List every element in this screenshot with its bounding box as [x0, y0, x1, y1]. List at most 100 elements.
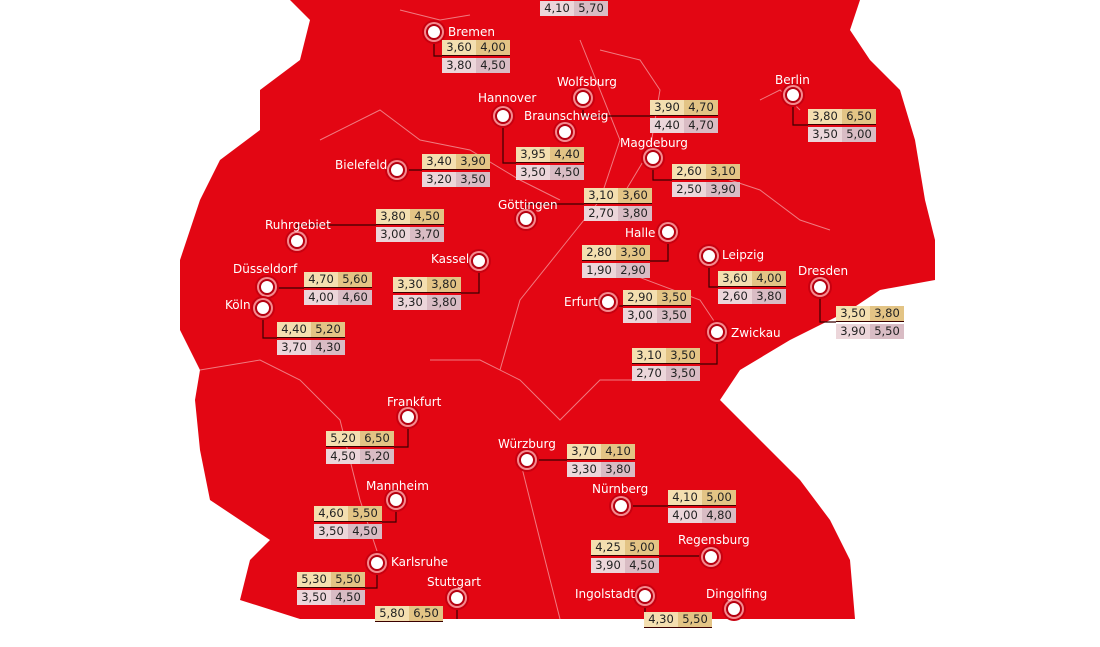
price-value: 5,50: [870, 324, 904, 339]
price-value: 4,50: [550, 165, 584, 180]
price-value: 4,00: [476, 40, 510, 55]
price-box-leipzig: 3,60 4,00 2,60 3,80: [718, 271, 786, 306]
price-row-bottom: 3,50 5,00: [808, 127, 876, 142]
price-box-halle: 2,80 3,30 1,90 2,90: [582, 245, 650, 280]
price-row-bottom: 3,50 4,50: [314, 524, 382, 539]
city-marker-icon[interactable]: [389, 162, 405, 178]
price-row-top: 3,60 4,00: [442, 40, 510, 56]
price-box-bremen: 3,60 4,00 3,80 4,50: [442, 40, 510, 75]
city-marker-icon[interactable]: [449, 590, 465, 606]
city-marker-icon[interactable]: [613, 498, 629, 514]
city-marker-icon[interactable]: [726, 601, 742, 617]
price-value: 2,50: [672, 182, 706, 197]
city-marker-icon[interactable]: [600, 294, 616, 310]
city-marker-icon[interactable]: [400, 409, 416, 425]
price-value: 3,10: [706, 164, 740, 179]
city-marker-icon[interactable]: [519, 452, 535, 468]
city-marker-icon[interactable]: [255, 300, 271, 316]
city-label-hannover: Hannover: [478, 91, 537, 105]
city-marker-icon[interactable]: [289, 233, 305, 249]
price-value: 5,80: [375, 606, 409, 621]
city-label-braunschweig: Braunschweig: [524, 109, 609, 123]
price-value: 5,00: [625, 540, 659, 555]
price-row-bottom: 3,30 3,80: [393, 295, 461, 310]
price-value: 2,60: [718, 289, 752, 304]
price-row-top: 4,70 5,60: [304, 272, 372, 288]
price-row-bottom: 3,20 3,50: [422, 172, 490, 187]
city-marker-icon[interactable]: [495, 108, 511, 124]
city-marker-icon[interactable]: [518, 211, 534, 227]
price-value: 5,20: [311, 322, 345, 337]
city-marker-icon[interactable]: [426, 24, 442, 40]
price-row-bottom: 3,30 3,80: [567, 462, 635, 477]
city-marker-icon[interactable]: [812, 279, 828, 295]
city-marker-icon[interactable]: [637, 588, 653, 604]
price-row-top: 2,80 3,30: [582, 245, 650, 261]
city-label-zwickau: Zwickau: [731, 326, 781, 340]
price-box-kassel: 3,30 3,80 3,30 3,80: [393, 277, 461, 312]
connector-k-ln: [262, 308, 277, 339]
city-marker-icon[interactable]: [660, 224, 676, 240]
price-value: 4,50: [625, 558, 659, 573]
price-value: 3,90: [591, 558, 625, 573]
price-row-bottom: 2,60 3,80: [718, 289, 786, 304]
price-value: 3,80: [618, 206, 652, 221]
city-marker-icon[interactable]: [259, 279, 275, 295]
price-value: 3,50: [297, 590, 331, 605]
price-row-top: 4,10 5,00: [668, 490, 736, 506]
city-marker-icon[interactable]: [575, 90, 591, 106]
price-row-top: 3,95 4,40: [516, 147, 584, 163]
connector-zwickau: [700, 332, 718, 365]
city-marker-icon[interactable]: [709, 324, 725, 340]
price-value: 3,30: [567, 462, 601, 477]
price-value: 3,80: [442, 58, 476, 73]
city-marker-icon[interactable]: [701, 248, 717, 264]
price-box-d-sseldorf: 4,70 5,60 4,00 4,60: [304, 272, 372, 307]
price-row-bottom: 4,00 4,60: [304, 290, 372, 305]
connector-kassel: [461, 261, 480, 294]
price-value: 3,00: [623, 308, 657, 323]
germany-land: [180, 0, 935, 619]
price-row-top: 2,60 3,10: [672, 164, 740, 180]
city-label-frankfurt: Frankfurt: [387, 395, 442, 409]
connector-berlin: [792, 95, 808, 126]
price-value: 3,00: [376, 227, 410, 242]
city-label-d-sseldorf: Düsseldorf: [233, 262, 298, 276]
price-value: 4,30: [644, 612, 678, 627]
price-row-top: 3,50 3,80: [836, 306, 904, 322]
price-value: 3,30: [393, 295, 427, 310]
price-value: 4,60: [338, 290, 372, 305]
city-label-regensburg: Regensburg: [678, 533, 750, 547]
price-value: 3,10: [584, 188, 618, 203]
price-row-top: 3,80 6,50: [808, 109, 876, 125]
price-value: 4,25: [591, 540, 625, 555]
city-marker-icon[interactable]: [471, 253, 487, 269]
price-value: 5,20: [326, 431, 360, 446]
city-marker-icon[interactable]: [645, 150, 661, 166]
city-marker-icon[interactable]: [557, 124, 573, 140]
price-value: 6,50: [842, 109, 876, 124]
price-value: 3,50: [808, 127, 842, 142]
price-value: 3,95: [516, 147, 550, 162]
price-value: 3,70: [567, 444, 601, 459]
price-value: 4,10: [540, 1, 574, 16]
price-row-top: 4,30 5,50: [644, 612, 712, 628]
price-value: 4,80: [702, 508, 736, 523]
price-row-top: 3,40 3,90: [422, 154, 490, 170]
city-marker-icon[interactable]: [703, 549, 719, 565]
price-box-zwickau: 3,10 3,50 2,70 3,50: [632, 348, 700, 383]
price-box-mannheim: 4,60 5,50 3,50 4,50: [314, 506, 382, 541]
price-value: 5,20: [360, 449, 394, 464]
city-marker-icon[interactable]: [369, 555, 385, 571]
city-label-w-rzburg: Würzburg: [498, 437, 556, 451]
city-marker-icon[interactable]: [388, 492, 404, 508]
price-box-bielefeld: 3,40 3,90 3,20 3,50: [422, 154, 490, 189]
price-value: 5,30: [297, 572, 331, 587]
city-marker-icon[interactable]: [785, 87, 801, 103]
price-value: 2,90: [616, 263, 650, 278]
price-row-bottom: 4,00 4,80: [668, 508, 736, 523]
price-value: 4,40: [550, 147, 584, 162]
price-box-regensburg: 4,25 5,00 3,90 4,50: [591, 540, 659, 575]
price-value: 4,40: [650, 118, 684, 133]
price-value: 4,10: [668, 490, 702, 505]
